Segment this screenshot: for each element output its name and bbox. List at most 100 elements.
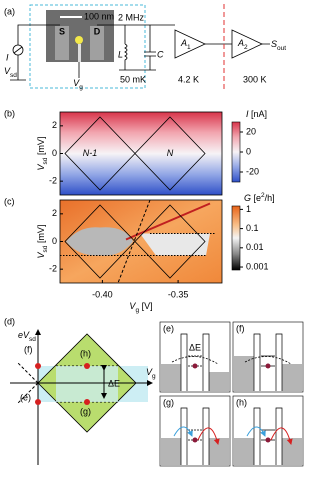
y-tick-label: -2 xyxy=(49,264,57,274)
panel-label: (f) xyxy=(236,323,245,333)
panel-label: (d) xyxy=(4,316,15,326)
electron xyxy=(265,363,271,369)
drain-contact xyxy=(90,26,104,60)
colorbar-tick-label: -20 xyxy=(246,166,259,176)
source-contact xyxy=(55,26,69,60)
inner-band xyxy=(56,366,118,402)
lead xyxy=(234,438,254,465)
y-tick-label: 2 xyxy=(52,208,57,218)
temperature-label: 4.2 K xyxy=(178,74,199,84)
panel-label: (g) xyxy=(163,397,174,407)
colorbar-tick-label: 0.1 xyxy=(246,223,259,233)
barriers xyxy=(180,333,210,391)
output-label: Sout xyxy=(271,39,286,52)
y-tick-label: 2 xyxy=(52,120,57,130)
y-tick-label: 0 xyxy=(52,236,57,246)
colorbar-label-part: I xyxy=(246,109,249,119)
lead xyxy=(209,438,229,465)
colorbar-tick-label: 0.001 xyxy=(246,261,269,271)
lead xyxy=(161,438,181,465)
colorbar-label-part: /h] xyxy=(265,193,275,203)
gap-label: ΔE xyxy=(108,378,120,388)
tunnel xyxy=(171,356,219,365)
y-axis-label-part: V xyxy=(36,163,46,170)
y-axis-label-part: [mV] xyxy=(36,225,46,246)
electron xyxy=(192,437,198,443)
amp-label: A2 xyxy=(237,38,248,51)
tunnel-in xyxy=(173,426,193,437)
x-axis-label-part: V xyxy=(129,301,136,311)
diamond xyxy=(134,116,206,191)
gate-label-part: g xyxy=(79,84,83,91)
wires xyxy=(10,24,175,81)
point xyxy=(35,399,41,405)
tunnel xyxy=(244,356,292,365)
page: {"panel_a": {"label": "(a)", "scale_bar"… xyxy=(4,4,304,467)
blockade-region xyxy=(140,233,210,256)
panel-label: (a) xyxy=(4,6,15,16)
colorbar-tick-label: 20 xyxy=(246,126,256,136)
x-axis-label-part: [V] xyxy=(139,301,153,311)
region-label: N xyxy=(167,148,174,158)
x-axis-label-part: g xyxy=(135,307,139,314)
colorbar xyxy=(231,205,241,271)
colorbar-label-part: [nA] xyxy=(249,109,268,119)
amp-label-part: A xyxy=(180,38,187,48)
colorbar-tick-label: 1 xyxy=(246,204,251,214)
x-tick-label: -0.35 xyxy=(168,289,189,299)
electron xyxy=(192,363,198,369)
y-axis-label-part: [mV] xyxy=(36,137,46,158)
x-axis-label: Vg xyxy=(146,367,156,380)
source-arrow xyxy=(13,46,23,54)
lead xyxy=(282,364,302,391)
lead xyxy=(209,372,229,391)
bias-label-part: V xyxy=(4,66,11,76)
y-axis-label-part: sd xyxy=(42,157,49,164)
colorbar-tick-label: 0 xyxy=(246,146,251,156)
x-axis-label: Vg [V] xyxy=(129,301,152,314)
gap-label: ΔE xyxy=(189,342,201,352)
gate-label-part: V xyxy=(73,78,80,88)
barriers xyxy=(253,407,283,465)
resonance xyxy=(125,202,211,241)
point-label: (h) xyxy=(80,348,91,358)
lead xyxy=(234,356,254,391)
tunnel-out xyxy=(197,427,220,445)
y-axis-label: Vsd [mV] xyxy=(36,225,49,259)
output-label-part: S xyxy=(271,39,277,49)
colorbar xyxy=(231,121,241,183)
point xyxy=(84,363,90,369)
sample-box xyxy=(29,4,146,89)
point xyxy=(84,399,90,405)
y-axis-label: eVsd xyxy=(18,330,36,343)
amp-label-part: A xyxy=(237,38,244,48)
frequency-label: 2 MHz xyxy=(118,12,145,22)
colorbar-tick-label: 0.01 xyxy=(246,242,264,252)
y-axis-label-part: V xyxy=(36,251,46,258)
panel-label: (c) xyxy=(4,196,15,206)
tunnel-in xyxy=(246,426,266,437)
bias-label-part: sd xyxy=(10,72,17,79)
point-label: (f) xyxy=(24,344,33,354)
lc-circuit xyxy=(78,25,156,78)
gate-label: Vg xyxy=(73,78,83,91)
colorbar-label-part: G xyxy=(244,193,251,203)
current-label: I xyxy=(6,52,9,62)
x-tick-label: -0.40 xyxy=(92,289,113,299)
gate-finger xyxy=(78,44,81,62)
drain-label: D xyxy=(94,26,101,36)
electron xyxy=(265,437,271,443)
y-tick-label: 0 xyxy=(52,148,57,158)
lead xyxy=(161,364,181,391)
y-axis-label-part: sd xyxy=(42,245,49,252)
colorbar-label-part: [e xyxy=(251,193,261,203)
heatmap xyxy=(59,111,223,196)
dot xyxy=(75,36,83,44)
inductor-label: L xyxy=(118,49,123,59)
point-label: (e) xyxy=(20,392,31,402)
amp-label-part: 2 xyxy=(244,44,248,51)
point xyxy=(35,363,41,369)
barriers xyxy=(253,333,283,391)
x-axis-label-part: V xyxy=(146,367,153,377)
